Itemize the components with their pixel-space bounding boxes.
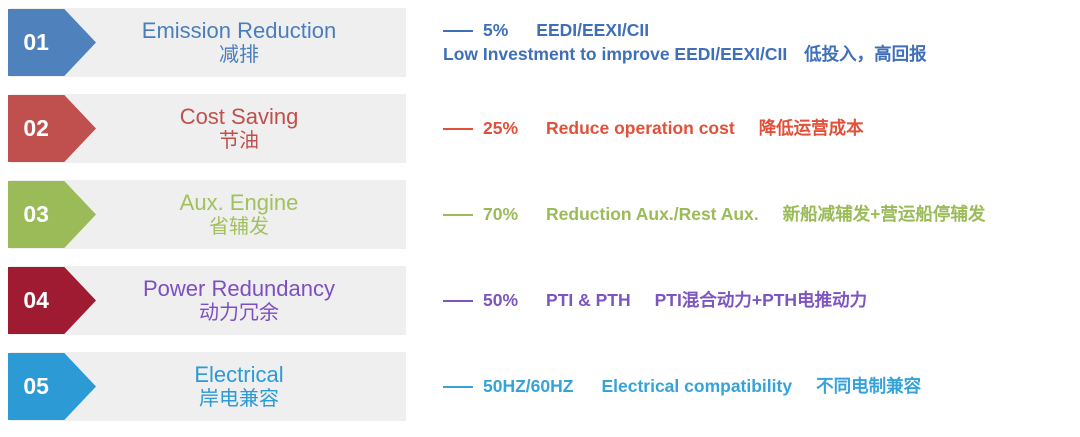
- detail-value: 25%: [483, 117, 519, 138]
- dash-line: [443, 127, 473, 130]
- feature-row-electrical: 05 Electrical 岸电兼容 50HZ/60HZ Electrical …: [0, 352, 1080, 421]
- feature-row-aux-engine: 03 Aux. Engine 省辅发 70% Reduction Aux./Re…: [0, 180, 1080, 249]
- detail-label-en: Reduce operation cost: [546, 117, 735, 138]
- row-title-en: Emission Reduction: [141, 17, 337, 43]
- detail-label-en: Electrical compatibility: [601, 375, 793, 396]
- detail-label-en: PTI & PTH: [546, 289, 631, 310]
- row-title-zh: 省辅发: [209, 216, 269, 239]
- detail-label-zh: 新船减辅发+营运船停辅发: [782, 203, 986, 224]
- row-title-zh: 动力冗余: [199, 302, 279, 325]
- detail-value: 50%: [483, 289, 519, 310]
- detail-label-zh: 不同电制兼容: [816, 375, 922, 396]
- detail-label-en: Reduction Aux./Rest Aux.: [546, 203, 759, 224]
- dash-line: [443, 213, 473, 216]
- detail-line2-en: Low Investment to improve EEDI/EEXI/CII: [443, 43, 788, 64]
- row-title-en: Power Redundancy: [142, 275, 335, 301]
- row-titles: Power Redundancy 动力冗余: [72, 266, 406, 335]
- row-title-en: Cost Saving: [179, 103, 299, 129]
- row-detail: 25% Reduce operation cost 降低运营成本: [443, 94, 1076, 163]
- row-title-zh: 岸电兼容: [199, 388, 279, 411]
- detail-line: 70% Reduction Aux./Rest Aux. 新船减辅发+营运船停辅…: [443, 203, 1076, 227]
- detail-label-zh: 降低运营成本: [758, 117, 864, 138]
- row-titles: Cost Saving 节油: [72, 94, 406, 163]
- detail-line: 25% Reduce operation cost 降低运营成本: [443, 117, 1076, 141]
- row-titles: Electrical 岸电兼容: [72, 352, 406, 421]
- detail-line2-zh: 低投入，高回报: [804, 43, 927, 64]
- badge-number: 01: [23, 29, 49, 55]
- dash-line: [443, 299, 473, 302]
- detail-label-en: EEDI/EEXI/CII: [536, 19, 650, 40]
- row-title-zh: 节油: [219, 130, 259, 153]
- feature-row-cost-saving: 02 Cost Saving 节油 25% Reduce operation c…: [0, 94, 1080, 163]
- badge-number: 04: [23, 287, 49, 313]
- row-title-en: Aux. Engine: [179, 189, 299, 215]
- badge-number: 05: [23, 373, 49, 399]
- dash-line: [443, 29, 473, 32]
- detail-value: 50HZ/60HZ: [483, 375, 574, 396]
- detail-line: 5% EEDI/EEXI/CII: [443, 19, 1076, 43]
- row-detail: 50HZ/60HZ Electrical compatibility 不同电制兼…: [443, 352, 1076, 421]
- row-titles: Emission Reduction 减排: [72, 8, 406, 77]
- row-detail: 70% Reduction Aux./Rest Aux. 新船减辅发+营运船停辅…: [443, 180, 1076, 249]
- detail-value: 70%: [483, 203, 519, 224]
- badge-number: 03: [23, 201, 49, 227]
- detail-line-2: Low Investment to improve EEDI/EEXI/CII …: [443, 43, 1076, 67]
- dash-line: [443, 385, 473, 388]
- row-title-en: Electrical: [194, 361, 284, 387]
- detail-label-zh: PTI混合动力+PTH电推动力: [654, 289, 868, 310]
- badge-number: 02: [23, 115, 49, 141]
- row-title-zh: 减排: [219, 44, 259, 67]
- detail-value: 5%: [483, 19, 509, 40]
- feature-row-emission-reduction: 01 Emission Reduction 减排 5% EEDI/EEXI/CI…: [0, 8, 1080, 77]
- row-detail: 5% EEDI/EEXI/CII Low Investment to impro…: [443, 8, 1076, 77]
- detail-line: 50HZ/60HZ Electrical compatibility 不同电制兼…: [443, 375, 1076, 399]
- feature-row-power-redundancy: 04 Power Redundancy 动力冗余 50% PTI & PTH P…: [0, 266, 1080, 335]
- detail-line: 50% PTI & PTH PTI混合动力+PTH电推动力: [443, 289, 1076, 313]
- row-titles: Aux. Engine 省辅发: [72, 180, 406, 249]
- row-detail: 50% PTI & PTH PTI混合动力+PTH电推动力: [443, 266, 1076, 335]
